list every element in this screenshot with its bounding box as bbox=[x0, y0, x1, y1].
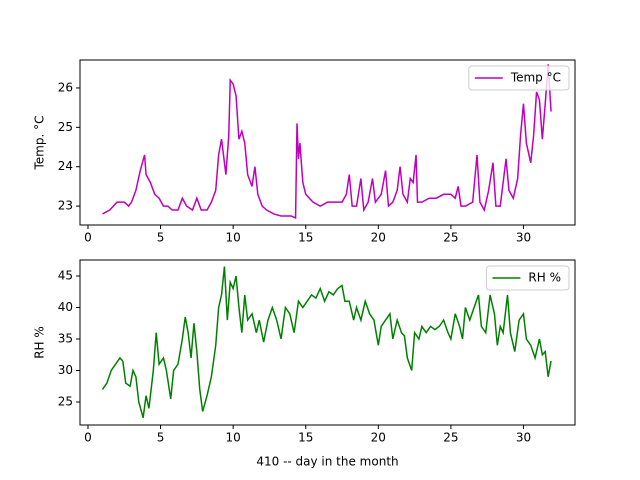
x-tick-label: 30 bbox=[516, 231, 531, 245]
y-axis-label: RH % bbox=[33, 326, 47, 359]
x-tick-label: 20 bbox=[371, 231, 386, 245]
x-tick-label: 0 bbox=[84, 231, 92, 245]
y-tick-label: 35 bbox=[58, 332, 73, 346]
x-tick-label: 20 bbox=[371, 431, 386, 445]
data-line bbox=[101, 266, 552, 418]
y-tick-label: 40 bbox=[58, 300, 73, 314]
x-axis-label: 410 -- day in the month bbox=[256, 455, 398, 469]
legend-label: RH % bbox=[528, 271, 561, 285]
y-tick-label: 26 bbox=[58, 80, 73, 94]
axes-frame bbox=[79, 59, 576, 226]
y-tick-label: 23 bbox=[58, 199, 73, 213]
x-tick-label: 5 bbox=[157, 231, 165, 245]
y-tick-label: 24 bbox=[58, 159, 73, 173]
y-tick-label: 45 bbox=[58, 269, 73, 283]
x-tick-label: 15 bbox=[298, 431, 313, 445]
y-axis-label: Temp. °C bbox=[33, 116, 47, 171]
x-tick-label: 25 bbox=[443, 231, 458, 245]
x-tick-label: 0 bbox=[84, 431, 92, 445]
x-tick-label: 30 bbox=[516, 431, 531, 445]
y-tick-label: 25 bbox=[58, 395, 73, 409]
x-tick-label: 5 bbox=[157, 431, 165, 445]
x-tick-label: 25 bbox=[443, 431, 458, 445]
legend-box bbox=[485, 265, 570, 291]
x-tick-label: 10 bbox=[226, 431, 241, 445]
legend-box bbox=[468, 65, 570, 91]
y-tick-label: 30 bbox=[58, 363, 73, 377]
legend-label: Temp °C bbox=[510, 71, 561, 85]
y-tick-label: 25 bbox=[58, 120, 73, 134]
axes-frame bbox=[79, 259, 576, 426]
data-line bbox=[102, 64, 552, 220]
x-tick-label: 15 bbox=[298, 231, 313, 245]
x-tick-label: 10 bbox=[226, 231, 241, 245]
